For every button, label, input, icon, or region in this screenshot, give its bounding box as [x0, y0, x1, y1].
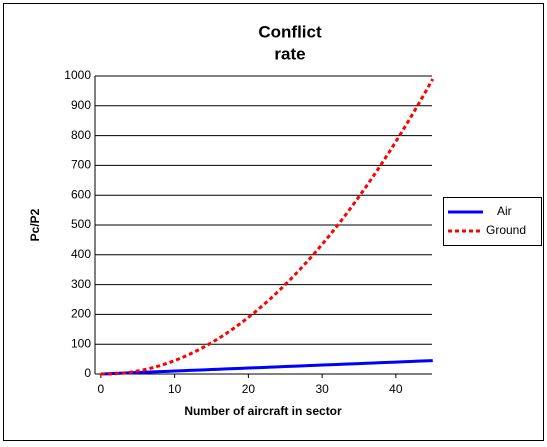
legend-label: Air [497, 204, 512, 218]
y-tick-label: 100 [71, 336, 91, 350]
y-tick-label: 400 [71, 247, 91, 261]
y-tick-label: 300 [71, 277, 91, 291]
x-tick-label: 40 [389, 382, 403, 396]
x-tick-label: 0 [98, 382, 105, 396]
y-axis-label: Pc/P2 [28, 208, 42, 241]
x-tick-label: 10 [168, 382, 182, 396]
y-tick-label: 700 [71, 158, 91, 172]
y-tick-label: 800 [71, 128, 91, 142]
x-tick-label: 20 [242, 382, 256, 396]
line-series [100, 78, 435, 376]
y-tick-label: 0 [84, 366, 91, 380]
x-tick-label: 30 [315, 382, 329, 396]
y-tick-label: 900 [71, 98, 91, 112]
chart-title: rate [274, 44, 305, 63]
y-tick-label: 1000 [64, 68, 91, 82]
chart-title: Conflict [258, 22, 322, 41]
legend-box [443, 197, 542, 246]
legend-label: Ground [486, 223, 526, 237]
y-tick-label: 500 [71, 217, 91, 231]
y-tick-label: 200 [71, 307, 91, 321]
y-tick-label: 600 [71, 187, 91, 201]
x-axis-label: Number of aircraft in sector [184, 404, 342, 418]
line-series [100, 359, 433, 376]
